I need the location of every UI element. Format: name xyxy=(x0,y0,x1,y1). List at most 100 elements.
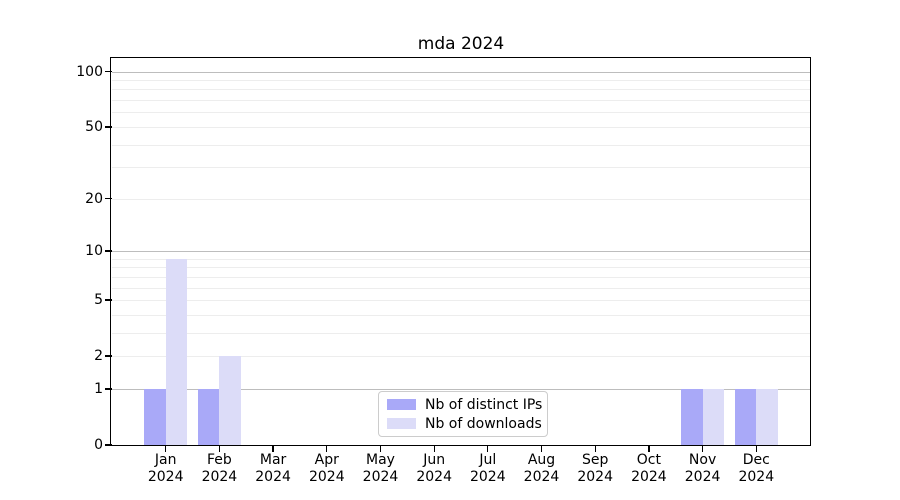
x-tick-label-may: May 2024 xyxy=(349,452,413,486)
x-tick-label-nov: Nov 2024 xyxy=(671,452,735,486)
gridline-minor xyxy=(112,276,810,278)
x-tick-label-feb: Feb 2024 xyxy=(187,452,251,486)
legend-label-distinct-ips: Nb of distinct IPs xyxy=(425,396,543,413)
x-tick-mark xyxy=(272,445,274,452)
y-tick-label: 100 xyxy=(76,63,103,80)
y-tick-mark xyxy=(105,444,112,446)
x-tick-label-apr: Apr 2024 xyxy=(295,452,359,486)
gridline-minor xyxy=(112,287,810,289)
x-tick-year: 2024 xyxy=(631,469,667,485)
legend: Nb of distinct IPs Nb of downloads xyxy=(378,391,548,437)
x-tick-year: 2024 xyxy=(577,469,613,485)
gridline-minor xyxy=(112,144,810,146)
legend-swatch-distinct-ips xyxy=(387,399,416,410)
x-tick-mark xyxy=(540,445,543,452)
bar-distinct-ips-feb xyxy=(197,388,220,445)
x-tick-mark xyxy=(701,445,704,452)
x-tick-mark xyxy=(326,445,328,452)
x-tick-month: Sep xyxy=(581,452,609,468)
legend-label-downloads: Nb of downloads xyxy=(425,415,542,432)
x-tick-month: Aug xyxy=(527,452,556,468)
gridline-minor xyxy=(112,100,810,102)
gridline-minor xyxy=(112,258,810,260)
legend-swatch-downloads xyxy=(387,418,416,429)
x-tick-label-mar: Mar 2024 xyxy=(241,452,305,486)
plot-area xyxy=(112,59,810,445)
x-tick-year: 2024 xyxy=(738,469,775,485)
x-tick-year: 2024 xyxy=(255,469,291,485)
y-tick-mark xyxy=(105,126,112,128)
y-tick-mark xyxy=(105,250,112,252)
x-tick-month: Apr xyxy=(314,452,339,468)
bar-downloads-dec xyxy=(756,388,778,445)
x-tick-label-aug: Aug 2024 xyxy=(510,452,574,486)
y-tick-mark xyxy=(105,355,112,357)
x-tick-label-jul: Jul 2024 xyxy=(456,452,520,486)
x-tick-mark xyxy=(433,445,435,452)
x-tick-mark xyxy=(755,445,757,452)
bar-distinct-ips-nov xyxy=(681,388,703,445)
y-tick-mark xyxy=(105,388,112,390)
gridline-minor xyxy=(112,89,810,91)
gridline-minor xyxy=(112,167,810,169)
x-tick-month: May xyxy=(366,452,395,468)
y-tick-label: 1 xyxy=(94,380,103,397)
x-tick-mark xyxy=(165,445,167,452)
y-tick-mark xyxy=(105,198,112,200)
x-tick-mark xyxy=(648,445,650,452)
x-tick-year: 2024 xyxy=(416,469,452,485)
x-tick-mark xyxy=(594,445,596,452)
x-tick-label-dec: Dec 2024 xyxy=(724,452,788,486)
x-tick-month: Feb xyxy=(206,452,232,468)
bar-downloads-feb xyxy=(219,356,241,445)
gridline-minor xyxy=(112,332,810,334)
y-tick-mark xyxy=(105,70,112,73)
gridline-minor xyxy=(112,356,810,358)
y-tick-label: 5 xyxy=(94,292,103,308)
chart-title: mda 2024 xyxy=(417,34,505,54)
x-tick-mark xyxy=(379,445,382,452)
y-tick-label: 10 xyxy=(85,243,103,259)
x-tick-year: 2024 xyxy=(201,469,238,485)
gridline-major xyxy=(112,251,810,252)
x-tick-year: 2024 xyxy=(684,469,721,485)
x-tick-month: Oct xyxy=(636,452,661,468)
bar-downloads-nov xyxy=(702,388,725,445)
x-tick-year: 2024 xyxy=(523,469,560,485)
x-tick-year: 2024 xyxy=(147,469,184,485)
gridline-minor xyxy=(112,126,810,128)
x-tick-month: Jun xyxy=(423,452,446,468)
x-tick-year: 2024 xyxy=(308,469,345,485)
y-tick-label: 50 xyxy=(85,118,103,135)
gridline-minor xyxy=(112,198,810,200)
x-tick-label-jan: Jan 2024 xyxy=(134,452,198,486)
gridline-major xyxy=(112,388,810,390)
y-tick-label: 0 xyxy=(94,437,103,453)
y-tick-label: 20 xyxy=(85,190,103,207)
gridline-minor xyxy=(112,314,810,316)
gridline-minor xyxy=(112,300,810,301)
x-tick-month: Jul xyxy=(479,452,497,468)
x-tick-mark xyxy=(218,445,221,452)
x-tick-label-jun: Jun 2024 xyxy=(402,452,466,486)
legend-item-distinct-ips: Nb of distinct IPs xyxy=(387,396,543,413)
x-tick-mark xyxy=(487,445,489,452)
x-tick-year: 2024 xyxy=(362,469,399,485)
gridline-minor xyxy=(112,267,810,269)
y-tick-mark xyxy=(105,299,112,301)
y-tick-label: 2 xyxy=(94,348,103,365)
gridline-minor xyxy=(112,112,810,114)
x-tick-label-sep: Sep 2024 xyxy=(563,452,627,486)
x-tick-month: Jan xyxy=(154,452,177,468)
x-tick-label-oct: Oct 2024 xyxy=(617,452,681,486)
gridline-minor xyxy=(112,80,810,81)
gridline-major xyxy=(112,71,810,73)
bar-distinct-ips-dec xyxy=(734,388,757,445)
bar-distinct-ips-jan xyxy=(144,388,166,445)
x-tick-month: Nov xyxy=(688,452,717,468)
x-tick-month: Dec xyxy=(742,452,770,468)
x-tick-year: 2024 xyxy=(469,469,506,485)
x-tick-month: Mar xyxy=(259,452,287,468)
legend-item-downloads: Nb of downloads xyxy=(387,415,542,432)
